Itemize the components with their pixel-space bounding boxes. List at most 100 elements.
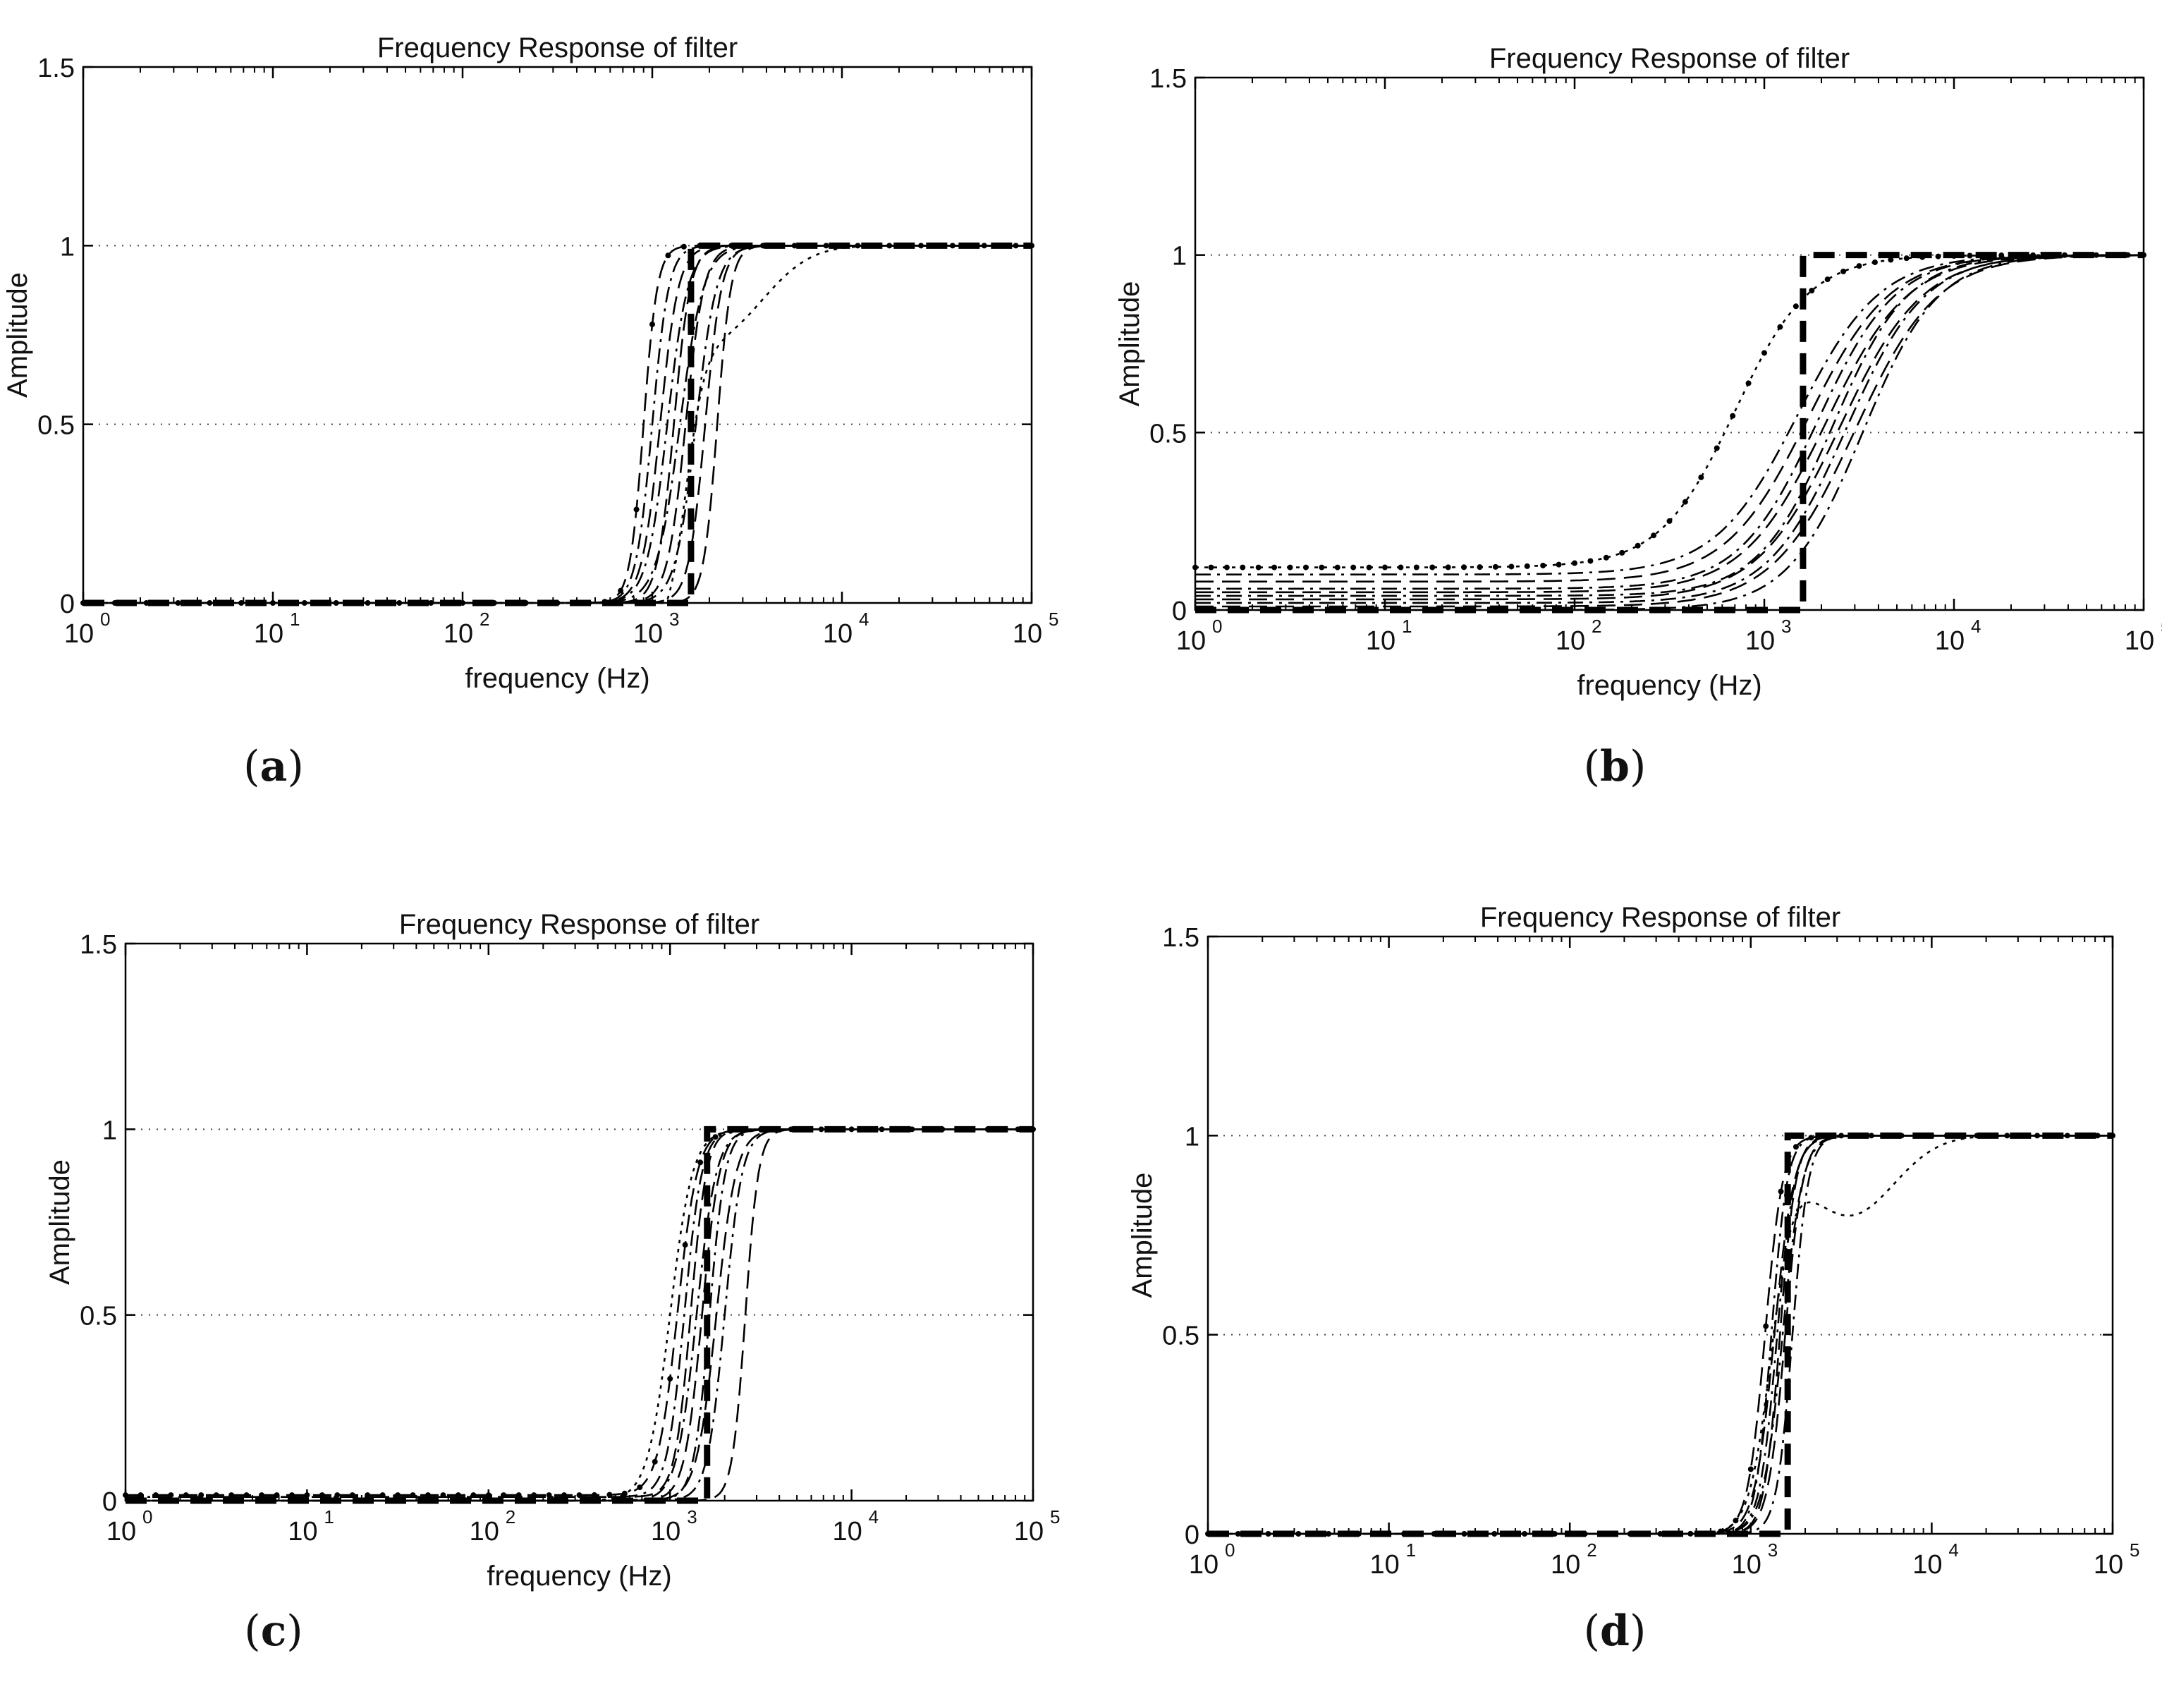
x-tick-label: 10: [1745, 626, 1775, 656]
x-tick-label: 10: [1369, 1550, 1399, 1580]
series-marker: [1651, 532, 1657, 539]
series-marker: [243, 1492, 250, 1499]
y-axis-label: Amplitude: [44, 1159, 75, 1285]
series-marker: [1635, 542, 1641, 549]
x-tick-label: 10: [1013, 619, 1042, 649]
series-marker: [365, 1492, 371, 1499]
series-marker: [776, 243, 782, 249]
series-marker: [823, 243, 829, 249]
series-marker: [1871, 259, 1878, 265]
series-marker: [902, 243, 908, 249]
x-tick-label: 10: [1189, 1550, 1219, 1580]
x-tick-label: 10: [470, 1517, 499, 1547]
x-tick-label: 10: [64, 619, 94, 649]
series-marker: [288, 1492, 295, 1499]
x-tick-label: 10: [1935, 626, 1965, 656]
series-marker: [1951, 252, 1957, 259]
series-marker: [2061, 252, 2068, 258]
x-tick-exponent: 5: [1049, 609, 1058, 630]
series-marker: [349, 1492, 355, 1499]
x-tick-exponent: 3: [1768, 1539, 1778, 1561]
series-marker: [1898, 1133, 1905, 1139]
series-line-r9: [126, 1128, 1033, 1502]
x-tick-label: 10: [633, 619, 663, 649]
series-marker: [1982, 252, 1989, 259]
series-marker: [2004, 1133, 2010, 1139]
series-marker: [1777, 324, 1783, 330]
series-marker: [981, 243, 987, 249]
series-marker: [1461, 564, 1467, 571]
series-marker: [965, 243, 972, 249]
series-marker: [395, 1492, 401, 1499]
x-tick-label: 10: [1366, 626, 1395, 656]
series-marker: [1682, 499, 1688, 505]
series-ideal-filter: [126, 1126, 1033, 1504]
series-marker: [1868, 1133, 1874, 1139]
y-tick-label: 0: [1185, 1520, 1199, 1550]
series-line-r8: [1195, 254, 2144, 604]
series-marker: [334, 1492, 341, 1499]
series-marker: [2030, 252, 2036, 258]
x-tick-label: 10: [1912, 1550, 1942, 1580]
series-marker: [1698, 474, 1704, 480]
x-tick-exponent: 0: [100, 609, 110, 630]
series-marker: [576, 1492, 582, 1499]
series-marker: [667, 1376, 673, 1382]
series-marker: [757, 1126, 764, 1133]
x-tick-exponent: 1: [290, 609, 300, 630]
x-tick-exponent: 2: [506, 1506, 515, 1527]
series-marker: [1747, 1466, 1754, 1472]
series-marker: [1730, 413, 1736, 419]
series-marker: [440, 1492, 446, 1499]
x-tick-label: 10: [288, 1517, 317, 1547]
series-marker: [1745, 380, 1752, 386]
series-marker: [839, 243, 845, 249]
series-marker: [561, 1492, 568, 1499]
series-marker: [1967, 252, 1973, 259]
series-marker: [1556, 561, 1562, 568]
x-tick-exponent: 4: [859, 609, 869, 630]
x-tick-label: 10: [832, 1517, 862, 1547]
series-line-r7: [1195, 254, 2144, 601]
series-marker: [274, 1492, 280, 1499]
series-marker: [649, 321, 655, 327]
series-marker: [410, 1492, 416, 1499]
series-marker: [954, 1126, 960, 1133]
series-line-r3: [1195, 254, 2144, 582]
x-tick-label: 10: [1014, 1517, 1044, 1547]
series-marker: [1508, 563, 1515, 570]
series-marker: [1524, 563, 1530, 569]
series-marker: [2077, 252, 2084, 258]
x-tick-label: 10: [1732, 1550, 1761, 1580]
x-tick-exponent: 5: [2161, 616, 2162, 637]
series-marker: [2019, 1133, 2025, 1139]
x-tick-exponent: 5: [2130, 1539, 2139, 1561]
series-marker: [665, 252, 671, 259]
x-tick-exponent: 4: [869, 1506, 879, 1527]
series-marker: [2014, 252, 2020, 258]
series-marker: [855, 243, 861, 249]
series-marker: [228, 1492, 235, 1499]
series-marker: [198, 1492, 204, 1499]
series-marker: [759, 243, 766, 249]
plot-frame: [1207, 935, 2114, 1535]
x-tick-label: 10: [1556, 626, 1585, 656]
series-marker: [879, 1126, 885, 1133]
subfigure-label-c: (c): [244, 1606, 303, 1656]
series-marker: [379, 1492, 386, 1499]
x-axis-label: frequency (Hz): [487, 1561, 671, 1592]
series-marker: [1334, 564, 1340, 571]
x-tick-exponent: 0: [1225, 1539, 1235, 1561]
series-marker: [531, 1492, 537, 1499]
series-marker: [1840, 268, 1847, 274]
series-marker: [1603, 554, 1609, 561]
x-tick-exponent: 0: [1212, 616, 1222, 637]
series-marker: [1929, 1133, 1935, 1139]
x-tick-label: 10: [823, 619, 853, 649]
series-marker: [818, 1126, 824, 1133]
series-marker: [1903, 255, 1910, 262]
y-tick-label: 0: [1172, 597, 1187, 626]
series-marker: [1240, 564, 1246, 571]
series-marker: [1778, 1188, 1784, 1195]
